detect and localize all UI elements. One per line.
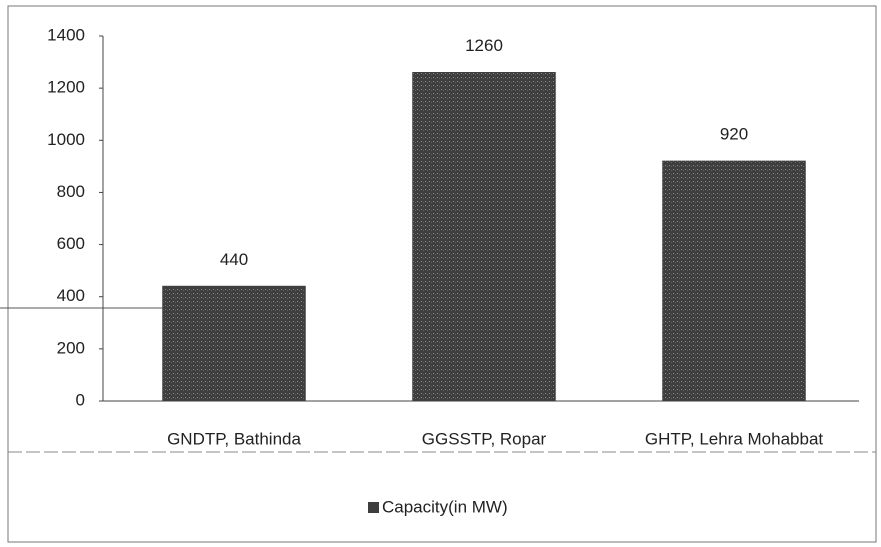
y-tick-label: 1000 (47, 130, 85, 149)
bar (662, 160, 806, 402)
data-label: 1260 (465, 36, 503, 55)
bar (412, 72, 556, 402)
y-tick-label: 200 (57, 338, 85, 357)
y-tick-label: 1200 (47, 78, 85, 97)
bar (162, 285, 306, 402)
x-tick-label: GHTP, Lehra Mohabbat (645, 429, 824, 448)
data-label: 920 (720, 125, 748, 144)
y-tick-label: 400 (57, 286, 85, 305)
y-tick-label: 1400 (47, 25, 85, 44)
legend-swatch (368, 502, 379, 513)
y-tick-label: 0 (76, 390, 85, 409)
y-tick-label: 600 (57, 234, 85, 253)
x-tick-label: GNDTP, Bathinda (167, 429, 301, 448)
chart-border (7, 5, 877, 543)
data-label: 440 (220, 250, 248, 269)
legend-label: Capacity(in MW) (382, 497, 508, 516)
x-tick-label: GGSSTP, Ropar (422, 429, 547, 448)
y-tick-label: 800 (57, 182, 85, 201)
